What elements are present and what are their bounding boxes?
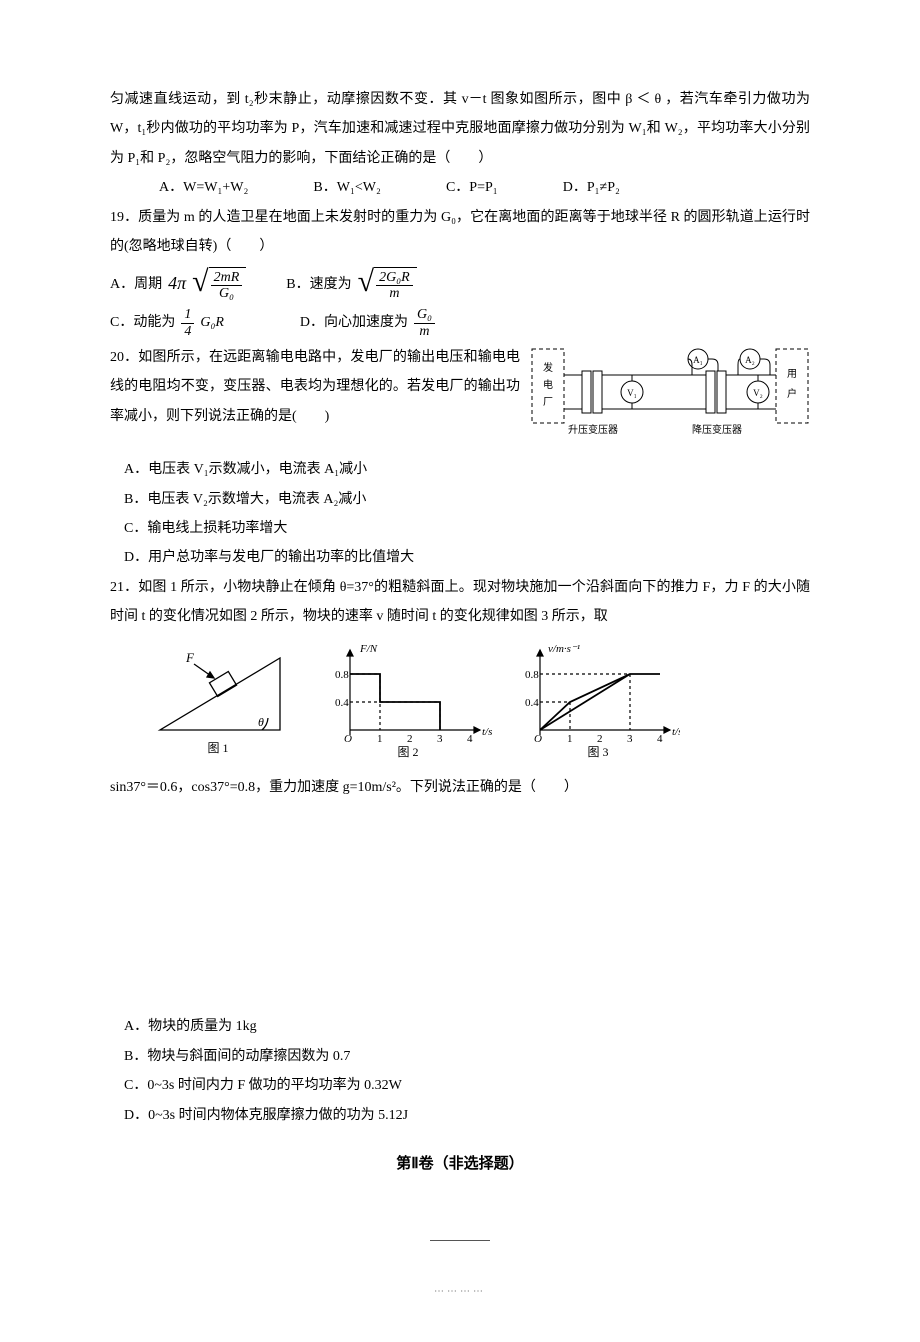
svg-text:图 2: 图 2: [397, 745, 418, 759]
fig1-label: 图 1: [207, 741, 228, 755]
q21-after-text: sin37°＝0.6，cos37°=0.8，重力加速度 g=10m/s²。下列说…: [110, 773, 810, 802]
q20-block: 发电厂 用户 V₁ V₂ A₁ A₂ 升压变压器 降压变压器 20．如图所示，在…: [110, 343, 810, 431]
svg-text:t/s: t/s: [482, 726, 492, 738]
q18-continuation-text: 匀减速直线运动，到 t₂秒末静止，动摩擦因数不变．其 v－t 图象如图所示，图中…: [110, 85, 810, 173]
svg-text:用: 用: [787, 369, 797, 380]
footer-dots: ⋯⋯⋯⋯: [110, 1281, 810, 1302]
q20-opt-c: C．输电线上损耗功率增大: [110, 514, 810, 543]
q19-opt-a: A．周期 4π √ 2mRG₀: [110, 265, 246, 303]
svg-text:1: 1: [567, 733, 573, 745]
svg-text:F/N: F/N: [359, 643, 378, 655]
svg-text:t/s: t/s: [672, 726, 680, 738]
q21-opt-b: B．物块与斜面间的动摩擦因数为 0.7: [110, 1042, 810, 1071]
svg-text:A₁: A₁: [693, 355, 703, 365]
q20-opt-d: D．用户总功率与发电厂的输出功率的比值增大: [110, 543, 810, 572]
circuit-diagram: 发电厂 用户 V₁ V₂ A₁ A₂ 升压变压器 降压变压器: [530, 343, 810, 449]
svg-text:F: F: [185, 650, 195, 665]
svg-text:4: 4: [657, 733, 663, 745]
q18-opt-d: D．P₁≠P₂: [563, 180, 651, 195]
svg-text:发: 发: [543, 361, 553, 374]
svg-text:降压变压器: 降压变压器: [692, 423, 742, 436]
q19-opt-c: C．动能为 14 G₀R: [110, 307, 224, 339]
svg-text:V₂: V₂: [753, 388, 763, 398]
svg-text:3: 3: [437, 733, 443, 745]
svg-text:2: 2: [597, 733, 603, 745]
footer-rule: [430, 1240, 490, 1241]
svg-text:厂: 厂: [543, 397, 553, 408]
q19-opt-b: B．速度为 √ 2G₀Rm: [286, 267, 416, 302]
svg-text:升压变压器: 升压变压器: [568, 423, 618, 436]
q19-row2: C．动能为 14 G₀R D．向心加速度为 G₀m: [110, 307, 810, 339]
q21-figures: F θ 图 1 F/N 0.8 0.4 O 1 2 3 4 t/s 图 2: [140, 640, 810, 771]
q20-opt-a: A．电压表 V₁示数减小，电流表 A₁减小: [110, 455, 810, 484]
svg-text:O: O: [534, 733, 542, 745]
q21-opt-c: C．0~3s 时间内力 F 做功的平均功率为 0.32W: [110, 1071, 810, 1100]
q21-opt-d: D．0~3s 时间内物体克服摩擦力做的功为 5.12J: [110, 1101, 810, 1130]
svg-text:V₁: V₁: [627, 388, 637, 398]
svg-text:图 3: 图 3: [587, 745, 608, 759]
q20-text: 20．如图所示，在远距离输电电路中，发电厂的输出电压和输电电线的电阻均不变，变压…: [110, 350, 520, 424]
blank-space: [110, 802, 810, 1012]
section-2-title: 第Ⅱ卷（非选择题）: [110, 1148, 810, 1180]
svg-text:2: 2: [407, 733, 413, 745]
svg-text:3: 3: [627, 733, 633, 745]
q18-opt-a: A．W=W₁+W₂: [159, 180, 279, 195]
svg-text:O: O: [344, 733, 352, 745]
svg-text:A₂: A₂: [745, 355, 755, 365]
svg-text:0.4: 0.4: [525, 697, 539, 709]
q21-opt-a: A．物块的质量为 1kg: [110, 1012, 810, 1041]
svg-text:户: 户: [787, 387, 797, 400]
svg-text:θ: θ: [258, 715, 264, 729]
svg-text:1: 1: [377, 733, 383, 745]
q21-text: 21．如图 1 所示，小物块静止在倾角 θ=37°的粗糙斜面上。现对物块施加一个…: [110, 573, 810, 632]
q18-opt-c: C．P=P₁: [446, 180, 529, 195]
svg-text:4: 4: [467, 733, 473, 745]
q19-text: 19．质量为 m 的人造卫星在地面上未发射时的重力为 G₀，它在离地面的距离等于…: [110, 203, 810, 262]
svg-text:0.8: 0.8: [525, 669, 539, 681]
svg-text:电: 电: [543, 378, 553, 391]
svg-text:0.4: 0.4: [335, 697, 349, 709]
svg-text:0.8: 0.8: [335, 669, 349, 681]
q19-opt-d: D．向心加速度为 G₀m: [300, 307, 435, 339]
q18-opt-b: B．W₁<W₂: [313, 180, 411, 195]
svg-text:v/m·s⁻¹: v/m·s⁻¹: [548, 643, 580, 655]
q19-row1: A．周期 4π √ 2mRG₀ B．速度为 √ 2G₀Rm: [110, 265, 810, 303]
q20-opt-b: B．电压表 V₂示数增大，电流表 A₂减小: [110, 485, 810, 514]
q18-options: A．W=W₁+W₂ B．W₁<W₂ C．P=P₁ D．P₁≠P₂: [110, 173, 810, 202]
